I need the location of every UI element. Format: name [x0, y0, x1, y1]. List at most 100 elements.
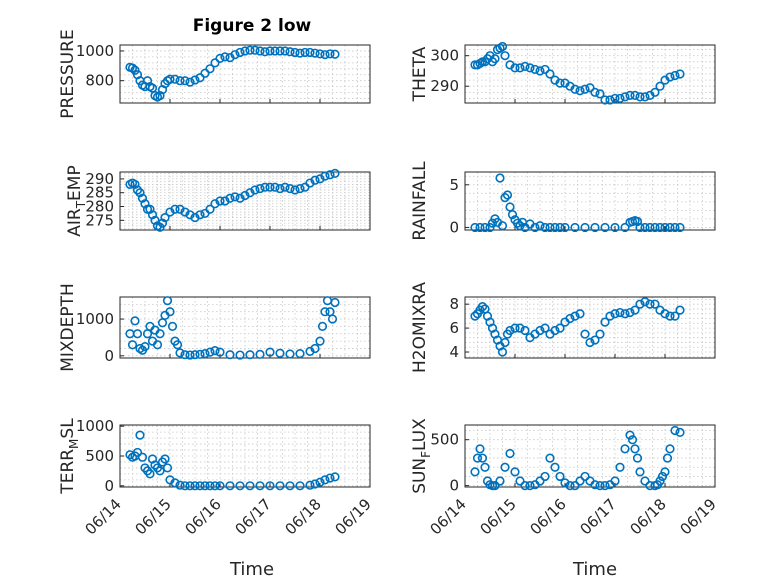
data-point [675, 427, 685, 437]
data-point [675, 69, 685, 79]
data-point [210, 199, 220, 209]
data-point [175, 348, 185, 358]
data-point [320, 50, 330, 60]
data-point [630, 444, 640, 454]
data-point [325, 170, 335, 180]
y-tick-label: 1000 [76, 417, 114, 435]
data-point [480, 462, 490, 472]
data-point [235, 481, 245, 491]
data-point [265, 347, 275, 357]
data-point [477, 301, 488, 312]
data-point [275, 46, 285, 56]
data-point [210, 481, 220, 491]
data-point [275, 348, 285, 358]
x-tick-label: 06/15 [132, 495, 175, 538]
data-point [620, 92, 630, 102]
data-point [205, 347, 215, 357]
data-point [132, 185, 143, 195]
data-point [132, 329, 143, 339]
plot-frame [464, 296, 716, 359]
data-point [590, 222, 600, 233]
data-point [550, 325, 560, 336]
data-point [540, 64, 550, 75]
y-tick-label: 4 [449, 343, 459, 361]
data-point [185, 350, 195, 360]
data-point [665, 222, 675, 233]
x-tick-label: 06/17 [577, 495, 620, 538]
data-point [470, 311, 480, 321]
data-point [285, 481, 295, 491]
data-point [140, 342, 150, 352]
data-point [305, 178, 315, 188]
data-point [265, 182, 275, 192]
data-point [210, 346, 220, 356]
data-point [585, 83, 595, 93]
data-point [320, 171, 330, 181]
data-point [195, 210, 205, 220]
plot-area [119, 296, 371, 359]
data-point [130, 65, 140, 75]
y-tick-label: 290 [85, 170, 114, 188]
data-point [535, 221, 545, 231]
data-point [535, 66, 545, 76]
data-point [625, 307, 635, 318]
y-tick-label: 290 [430, 77, 459, 95]
data-point [320, 307, 330, 317]
data-point [175, 480, 185, 490]
data-point [180, 350, 190, 360]
data-point [650, 87, 660, 97]
y-tick-label: 500 [85, 447, 114, 465]
data-point [195, 349, 205, 359]
data-point [575, 86, 585, 96]
x-axis-label-right: Time [572, 559, 617, 580]
y-axis-label: TERRMSL [58, 418, 81, 495]
data-point [515, 63, 525, 73]
data-point [515, 323, 525, 333]
data-point [295, 183, 305, 194]
y-axis-label: THETA [410, 46, 430, 102]
data-point [580, 471, 590, 482]
data-point [152, 340, 163, 350]
data-point [662, 453, 673, 463]
data-point [245, 481, 255, 491]
data-point [510, 323, 520, 333]
data-point [515, 476, 525, 486]
data-point [310, 479, 320, 489]
y-tick-label: 0 [104, 347, 114, 365]
data-point [145, 469, 155, 479]
data-point [160, 454, 170, 464]
data-point [285, 183, 295, 194]
data-point [180, 76, 190, 86]
data-point [670, 311, 680, 321]
data-point [675, 305, 685, 315]
data-point [570, 222, 580, 233]
data-point [330, 472, 340, 482]
data-point [600, 95, 610, 105]
data-point [505, 202, 515, 212]
data-point [185, 77, 195, 87]
data-point [665, 444, 675, 454]
data-point [255, 481, 265, 491]
data-point [330, 297, 340, 308]
data-point [185, 481, 195, 491]
data-point [615, 462, 625, 472]
data-point [260, 47, 270, 57]
y-axis-label: MIXDEPTH [58, 283, 78, 372]
data-point [670, 70, 680, 81]
x-tick-label: 06/18 [627, 495, 670, 538]
data-point [530, 64, 540, 75]
data-point [317, 321, 328, 331]
data-point [490, 54, 500, 64]
data-point [175, 204, 185, 214]
data-point [500, 51, 510, 61]
data-point [555, 222, 565, 233]
data-point [555, 78, 565, 88]
data-point [472, 453, 483, 463]
data-point [635, 92, 645, 102]
data-point [235, 350, 245, 360]
data-point [640, 297, 650, 307]
data-point [657, 471, 668, 482]
data-point [540, 222, 550, 233]
